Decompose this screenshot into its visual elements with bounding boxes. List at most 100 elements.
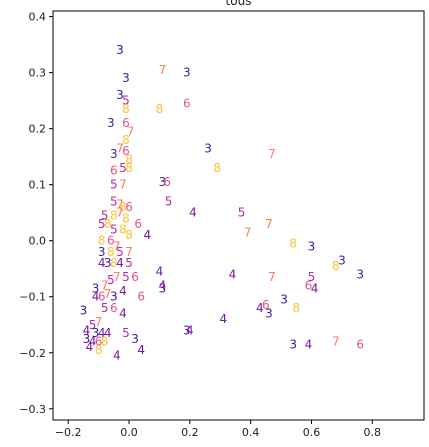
x-tick-label: 0.4 <box>242 426 260 439</box>
scatter-point-label: 4 <box>116 256 124 270</box>
scatter-point-label: 8 <box>119 223 127 237</box>
scatter-point-label: 3 <box>131 332 139 346</box>
scatter-point-label: 4 <box>89 335 97 349</box>
scatter-point-label: 6 <box>305 279 313 293</box>
scatter-point-label: 3 <box>338 253 346 267</box>
scatter-point-label: 7 <box>116 141 124 155</box>
scatter-point-label: 3 <box>110 147 118 161</box>
y-tick-label: 0.4 <box>29 11 47 24</box>
scatter-point-label: 5 <box>122 270 130 284</box>
scatter-point-label: 4 <box>305 337 313 351</box>
x-axis: −0.2 0.0 0.2 0.4 0.6 0.8 <box>55 420 381 439</box>
scatter-point-label: 7 <box>265 217 273 231</box>
scatter-point-label: 3 <box>159 175 167 189</box>
scatter-point-label: 8 <box>332 259 340 273</box>
scatter-point-label: 5 <box>165 194 173 208</box>
scatter-point-label: 3 <box>92 281 100 295</box>
scatter-point-label: 8 <box>125 228 133 242</box>
scatter-point-label: 8 <box>101 335 109 349</box>
scatter-point-label: 6 <box>163 175 171 189</box>
scatter-point-label: 7 <box>127 124 135 138</box>
scatter-point-label: 8 <box>110 256 118 270</box>
scatter-point-label: 8 <box>122 102 130 116</box>
scatter-point-label: 8 <box>104 217 112 231</box>
scatter-point-label: 3 <box>116 88 124 102</box>
scatter-point-label: 7 <box>119 178 127 192</box>
scatter-point-label: 6 <box>183 96 191 110</box>
scatter-point-label: 6 <box>125 200 133 214</box>
scatter-point-label: 5 <box>98 217 106 231</box>
scatter-point-label: 8 <box>110 209 118 223</box>
scatter-point-label: 3 <box>308 239 316 253</box>
x-tick-label: 0.2 <box>181 426 199 439</box>
x-tick-label: 0.0 <box>120 426 138 439</box>
y-tick-label: −0.3 <box>19 403 46 416</box>
x-tick-label: −0.2 <box>55 426 82 439</box>
scatter-point-label: 4 <box>137 343 145 357</box>
scatter-point-label: 7 <box>101 279 109 293</box>
scatter-point-label: 6 <box>122 144 130 158</box>
scatter-point-label: 4 <box>92 290 100 304</box>
scatter-point-label: 3 <box>92 326 100 340</box>
scatter-point-label: 8 <box>213 161 221 175</box>
scatter-point-label: 3 <box>183 66 191 80</box>
scatter-point-label: 8 <box>119 200 127 214</box>
scatter-point-label: 3 <box>289 337 297 351</box>
scatter-point-label: 8 <box>107 245 115 259</box>
scatter-point-label: 5 <box>119 161 127 175</box>
scatter-point-label: 3 <box>104 256 112 270</box>
scatter-point-label: 8 <box>98 234 106 248</box>
scatter-point-label: 5 <box>101 209 109 223</box>
scatter-point-label: 3 <box>280 293 288 307</box>
scatter-point-label: 7 <box>159 63 167 77</box>
scatter-point-label: 5 <box>110 178 118 192</box>
scatter-point-label: 7 <box>95 315 103 329</box>
scatter-point-label: 7 <box>332 335 340 349</box>
scatter-point-label: 8 <box>289 237 297 251</box>
scatter-point-label: 6 <box>262 298 270 312</box>
scatter-point-label: 7 <box>125 245 133 259</box>
scatter-point-label: 8 <box>122 133 130 147</box>
scatter-point-label: 3 <box>122 71 130 85</box>
scatter-point-label: 5 <box>238 206 246 220</box>
scatter-point-label: 4 <box>156 265 164 279</box>
y-tick-label: 0.0 <box>29 235 47 248</box>
scatter-point-label: 8 <box>95 343 103 357</box>
scatter-point-label: 5 <box>107 273 115 287</box>
scatter-point-label: 4 <box>83 323 91 337</box>
scatter-point-label: 4 <box>143 228 151 242</box>
scatter-point-label: 6 <box>356 337 364 351</box>
scatter-point-label: 3 <box>83 332 91 346</box>
scatter-point-label: 6 <box>98 290 106 304</box>
scatter-point-label: 6 <box>95 335 103 349</box>
y-tick-label: −0.1 <box>19 291 46 304</box>
scatter-point-label: 3 <box>204 141 212 155</box>
scatter-point-label: 5 <box>110 194 118 208</box>
scatter-point-label: 7 <box>113 270 121 284</box>
scatter-point-label: 6 <box>122 116 130 130</box>
scatter-point-label: 7 <box>116 197 124 211</box>
scatter-point-label: 6 <box>137 290 145 304</box>
scatter-point-label: 4 <box>229 267 237 281</box>
scatter-point-label: 7 <box>116 206 124 220</box>
scatter-point-label: 4 <box>104 326 112 340</box>
scatter-point-label: 6 <box>134 217 142 231</box>
y-tick-label: 0.3 <box>29 67 47 80</box>
scatter-point-label: 3 <box>110 290 118 304</box>
scatter-point-label: 5 <box>89 318 97 332</box>
scatter-point-label: 4 <box>119 307 127 321</box>
scatter-point-label: 6 <box>110 164 118 178</box>
scatter-point-label: 4 <box>113 349 121 363</box>
scatter-point-label: 8 <box>125 152 133 166</box>
scatter-point-label: 4 <box>186 323 194 337</box>
scatter-point-label: 5 <box>308 270 316 284</box>
y-tick-label: −0.2 <box>19 347 46 360</box>
scatter-point-label: 4 <box>159 279 167 293</box>
chart-title: tous <box>226 0 252 8</box>
scatter-point-label: 7 <box>268 147 276 161</box>
scatter-point-label: 5 <box>101 301 109 315</box>
scatter-point-label: 3 <box>356 267 364 281</box>
x-tick-label: 0.6 <box>303 426 321 439</box>
scatter-point-label: 3 <box>80 304 88 318</box>
